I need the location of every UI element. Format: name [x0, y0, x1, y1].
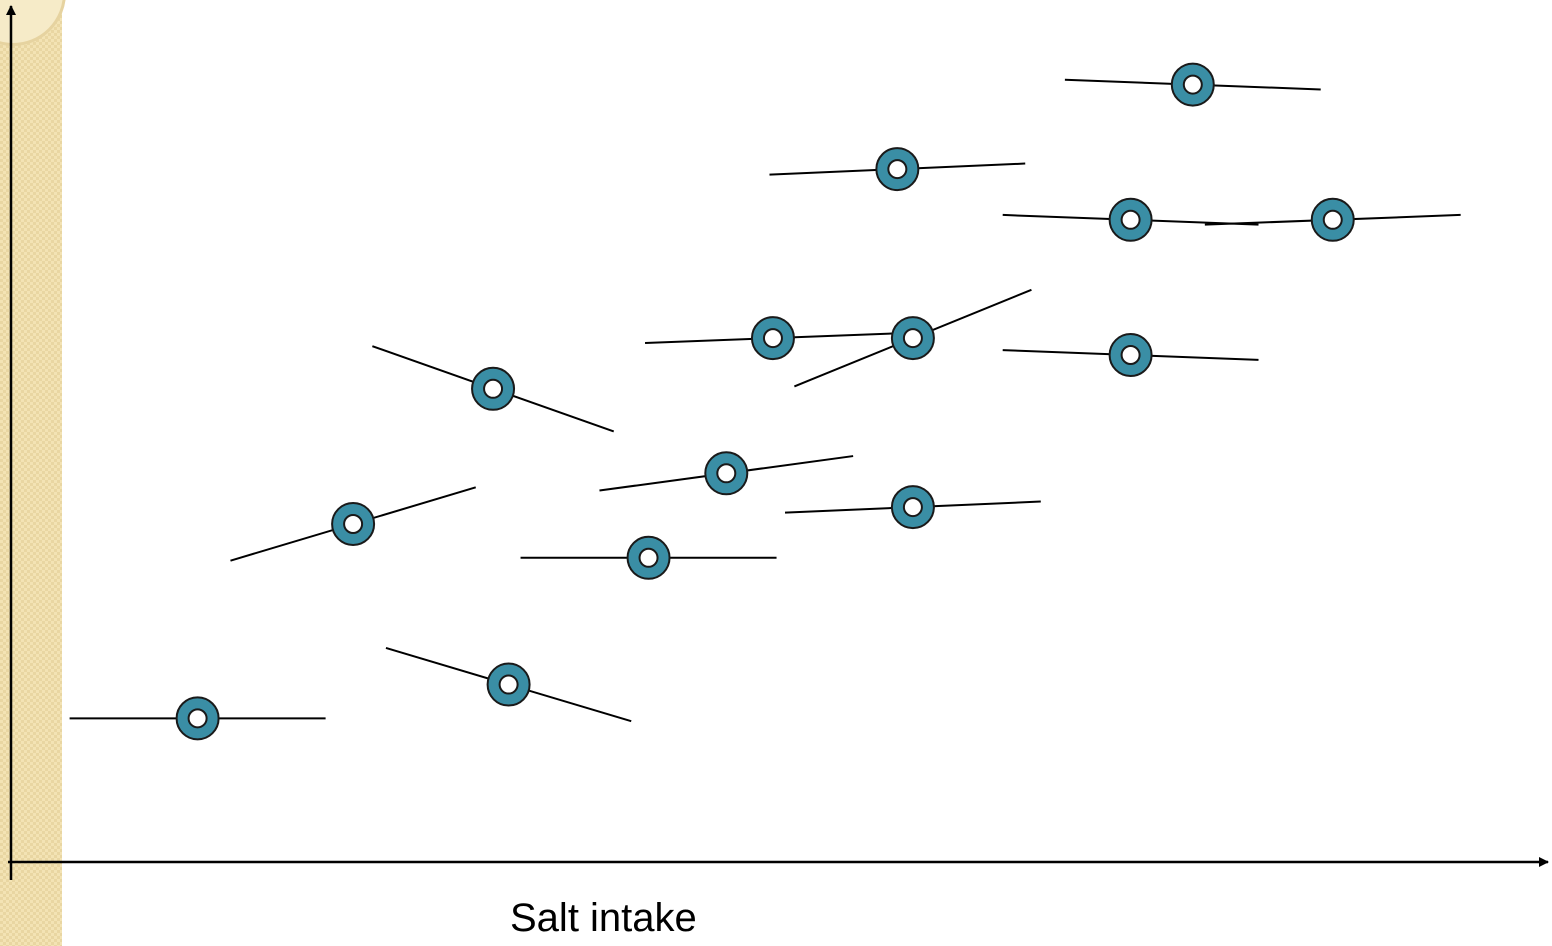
data-point-1 [175, 696, 220, 741]
data-point-6 [704, 451, 749, 496]
data-point-14 [1310, 197, 1355, 242]
x-axis-label: Salt intake [510, 896, 697, 940]
data-point-11 [1108, 197, 1153, 242]
data-point-5 [626, 535, 671, 580]
data-point-2 [331, 502, 376, 546]
local-fit-lines [69, 78, 1461, 723]
data-point-10 [890, 485, 935, 530]
data-point-9 [890, 316, 935, 361]
data-point-8 [875, 147, 920, 192]
data-point-12 [1108, 333, 1153, 377]
data-point-13 [1170, 62, 1215, 107]
data-point-7 [750, 316, 795, 361]
data-points [175, 62, 1355, 741]
data-point-3 [471, 366, 516, 411]
data-point-4 [486, 662, 531, 707]
